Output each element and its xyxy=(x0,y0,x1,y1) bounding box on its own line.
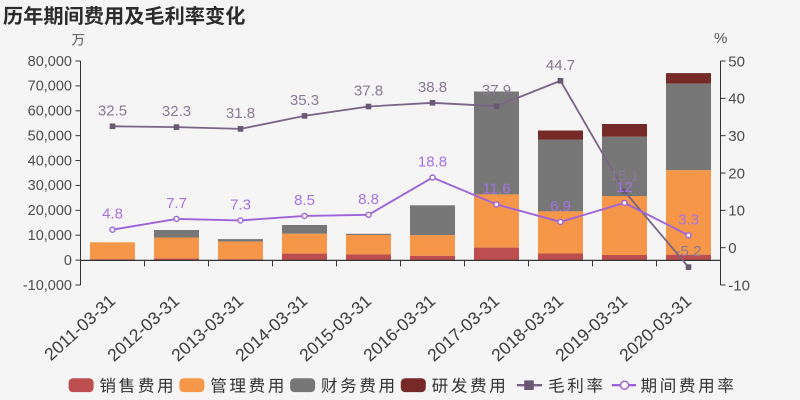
svg-text:60,000: 60,000 xyxy=(28,104,72,120)
svg-text:35.3: 35.3 xyxy=(290,92,319,109)
svg-text:%: % xyxy=(714,30,727,47)
svg-text:37.8: 37.8 xyxy=(354,83,383,100)
svg-text:7.3: 7.3 xyxy=(230,196,251,213)
svg-text:38.8: 38.8 xyxy=(418,79,447,96)
svg-text:20,000: 20,000 xyxy=(28,203,72,219)
svg-text:31.8: 31.8 xyxy=(226,105,255,122)
svg-text:8.8: 8.8 xyxy=(358,191,379,208)
svg-text:0: 0 xyxy=(64,253,72,269)
svg-text:7.7: 7.7 xyxy=(166,195,187,212)
svg-text:10,000: 10,000 xyxy=(28,228,72,244)
svg-text:-10: -10 xyxy=(728,277,750,294)
svg-text:0: 0 xyxy=(728,240,736,257)
svg-text:20: 20 xyxy=(728,165,745,182)
svg-text:15.1: 15.1 xyxy=(610,167,639,184)
svg-text:40: 40 xyxy=(728,91,745,108)
svg-text:4.8: 4.8 xyxy=(102,206,123,223)
svg-text:8.5: 8.5 xyxy=(294,192,315,209)
svg-text:30,000: 30,000 xyxy=(28,178,72,194)
svg-text:40,000: 40,000 xyxy=(28,153,72,169)
svg-text:-5.2: -5.2 xyxy=(676,243,702,260)
svg-text:6.9: 6.9 xyxy=(550,198,571,215)
svg-text:44.7: 44.7 xyxy=(546,57,575,74)
svg-text:50,000: 50,000 xyxy=(28,129,72,145)
svg-text:80,000: 80,000 xyxy=(28,54,72,70)
svg-text:70,000: 70,000 xyxy=(28,79,72,95)
svg-text:10: 10 xyxy=(728,203,745,220)
svg-text:18.8: 18.8 xyxy=(418,154,447,171)
svg-text:37.9: 37.9 xyxy=(482,82,511,99)
svg-text:3.3: 3.3 xyxy=(678,211,699,228)
svg-text:32.5: 32.5 xyxy=(98,102,127,119)
svg-text:50: 50 xyxy=(728,53,745,70)
svg-text:11.6: 11.6 xyxy=(482,180,510,197)
svg-text:30: 30 xyxy=(728,128,745,145)
svg-text:32.3: 32.3 xyxy=(162,103,191,120)
svg-text:-10,000: -10,000 xyxy=(23,278,72,294)
svg-text:12: 12 xyxy=(616,179,633,196)
